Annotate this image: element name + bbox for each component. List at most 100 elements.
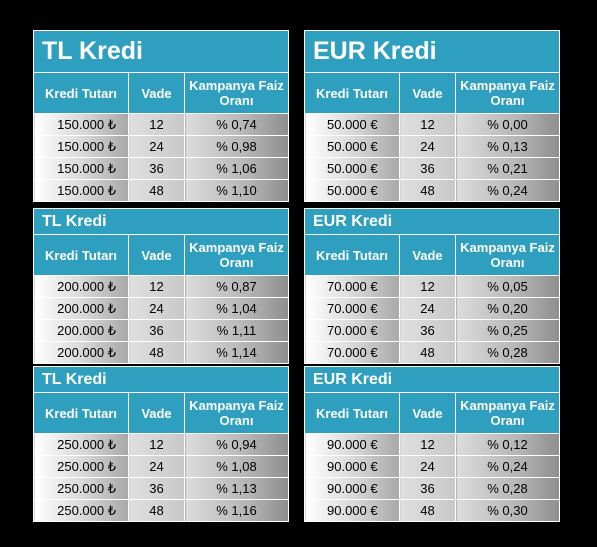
table-header-row: Kredi Tutarı Vade Kampanya Faiz Oranı	[304, 72, 560, 114]
term-cell: 36	[128, 477, 185, 500]
loan-amount-cell: 70.000 €	[304, 341, 400, 364]
interest-rate-cell: % 1,14	[184, 341, 289, 364]
table-header-row: Kredi Tutarı Vade Kampanya Faiz Oranı	[33, 234, 289, 276]
loan-amount-cell: 50.000 €	[304, 157, 400, 180]
loan-amount-cell: 50.000 €	[304, 135, 400, 158]
loan-amount-cell: 150.000 ₺	[33, 113, 129, 136]
term-column-header: Vade	[128, 72, 185, 114]
table-row: 50.000 €36% 0,21	[304, 157, 560, 180]
interest-rate-cell: % 0,28	[455, 341, 560, 364]
loan-amount-cell: 150.000 ₺	[33, 157, 129, 180]
amount-column-header: Kredi Tutarı	[33, 392, 129, 434]
loan-amount-cell: 90.000 €	[304, 499, 400, 522]
term-cell: 24	[399, 297, 456, 320]
table-row: 250.000 ₺ 24% 1,08	[33, 455, 289, 478]
eur-table-title: EUR Kredi	[304, 366, 560, 392]
term-cell: 24	[399, 455, 456, 478]
table-row: 70.000 €48% 0,28	[304, 341, 560, 364]
term-column-header: Vade	[399, 392, 456, 434]
table-row: 150.000 ₺ 24% 0,98	[33, 135, 289, 158]
rate-column-header: Kampanya Faiz Oranı	[184, 72, 289, 114]
amount-column-header: Kredi Tutarı	[304, 392, 400, 434]
term-column-header: Vade	[128, 392, 185, 434]
eur-rates-table: Kredi Tutarı Vade Kampanya Faiz Oranı 70.00…	[304, 234, 560, 364]
rate-column-header: Kampanya Faiz Oranı	[184, 392, 289, 434]
interest-rate-cell: % 0,21	[455, 157, 560, 180]
term-cell: 12	[128, 433, 185, 456]
rate-column-header: Kampanya Faiz Oranı	[455, 72, 560, 114]
amount-column-header: Kredi Tutarı	[304, 72, 400, 114]
table-row: 90.000 €48% 0,30	[304, 499, 560, 522]
table-header-row: Kredi Tutarı Vade Kampanya Faiz Oranı	[33, 392, 289, 434]
table-row: 150.000 ₺ 36% 1,06	[33, 157, 289, 180]
table-row: 150.000 ₺ 48% 1,10	[33, 179, 289, 202]
term-cell: 24	[399, 135, 456, 158]
loan-amount-cell: 90.000 €	[304, 433, 400, 456]
loan-amount-cell: 200.000 ₺	[33, 319, 129, 342]
table-row: 50.000 €24% 0,13	[304, 135, 560, 158]
interest-rate-cell: % 0,24	[455, 179, 560, 202]
interest-rate-cell: % 0,28	[455, 477, 560, 500]
table-row: 50.000 €48% 0,24	[304, 179, 560, 202]
loan-amount-cell: 90.000 €	[304, 455, 400, 478]
loan-amount-cell: 50.000 €	[304, 113, 400, 136]
table-row: 70.000 €36% 0,25	[304, 319, 560, 342]
table-row: 200.000 ₺ 36% 1,11	[33, 319, 289, 342]
interest-rate-cell: % 0,94	[184, 433, 289, 456]
tl-table-1: TL Kredi Kredi Tutarı Vade Kampanya Faiz Or…	[33, 30, 289, 202]
tl-table-title: TL Kredi	[33, 208, 289, 234]
term-cell: 48	[128, 341, 185, 364]
interest-rate-cell: % 0,12	[455, 433, 560, 456]
interest-rate-cell: % 0,98	[184, 135, 289, 158]
loan-amount-cell: 70.000 €	[304, 297, 400, 320]
term-column-header: Vade	[399, 234, 456, 276]
term-cell: 36	[399, 319, 456, 342]
term-cell: 36	[128, 319, 185, 342]
term-column-header: Vade	[399, 72, 456, 114]
term-cell: 48	[399, 341, 456, 364]
eur-rates-table: Kredi Tutarı Vade Kampanya Faiz Oranı 90.00…	[304, 392, 560, 522]
loan-amount-cell: 150.000 ₺	[33, 135, 129, 158]
term-cell: 24	[128, 297, 185, 320]
interest-rate-cell: % 0,20	[455, 297, 560, 320]
tl-table-3: TL Kredi Kredi Tutarı Vade Kampanya Faiz Or…	[33, 366, 289, 522]
tl-rates-table: Kredi Tutarı Vade Kampanya Faiz Oranı 200.0…	[33, 234, 289, 364]
rate-column-header: Kampanya Faiz Oranı	[455, 392, 560, 434]
interest-rate-cell: % 0,30	[455, 499, 560, 522]
loan-amount-cell: 70.000 €	[304, 319, 400, 342]
interest-rate-cell: % 1,16	[184, 499, 289, 522]
amount-column-header: Kredi Tutarı	[33, 234, 129, 276]
term-cell: 36	[399, 157, 456, 180]
interest-rate-cell: % 0,24	[455, 455, 560, 478]
table-row: 90.000 €24% 0,24	[304, 455, 560, 478]
loan-amount-cell: 250.000 ₺	[33, 499, 129, 522]
term-cell: 36	[399, 477, 456, 500]
loan-amount-cell: 200.000 ₺	[33, 341, 129, 364]
table-row: 250.000 ₺ 48% 1,16	[33, 499, 289, 522]
interest-rate-cell: % 0,87	[184, 275, 289, 298]
loan-amount-cell: 90.000 €	[304, 477, 400, 500]
eur-rates-table: Kredi Tutarı Vade Kampanya Faiz Oranı 50.00…	[304, 72, 560, 202]
table-row: 70.000 €24% 0,20	[304, 297, 560, 320]
table-header-row: Kredi Tutarı Vade Kampanya Faiz Oranı	[33, 72, 289, 114]
rate-column-header: Kampanya Faiz Oranı	[455, 234, 560, 276]
table-row: 200.000 ₺ 12% 0,87	[33, 275, 289, 298]
amount-column-header: Kredi Tutarı	[304, 234, 400, 276]
loan-amount-cell: 200.000 ₺	[33, 297, 129, 320]
term-cell: 24	[128, 135, 185, 158]
term-cell: 48	[128, 499, 185, 522]
tl-table-title: TL Kredi	[33, 30, 289, 72]
interest-rate-cell: % 0,74	[184, 113, 289, 136]
interest-rate-cell: % 1,13	[184, 477, 289, 500]
term-cell: 12	[399, 275, 456, 298]
term-cell: 12	[128, 275, 185, 298]
loan-amount-cell: 150.000 ₺	[33, 179, 129, 202]
loan-amount-cell: 250.000 ₺	[33, 433, 129, 456]
term-cell: 12	[399, 113, 456, 136]
table-row: 200.000 ₺ 24% 1,04	[33, 297, 289, 320]
term-cell: 24	[128, 455, 185, 478]
term-cell: 36	[128, 157, 185, 180]
term-cell: 48	[399, 179, 456, 202]
table-row: 150.000 ₺ 12% 0,74	[33, 113, 289, 136]
loan-amount-cell: 200.000 ₺	[33, 275, 129, 298]
